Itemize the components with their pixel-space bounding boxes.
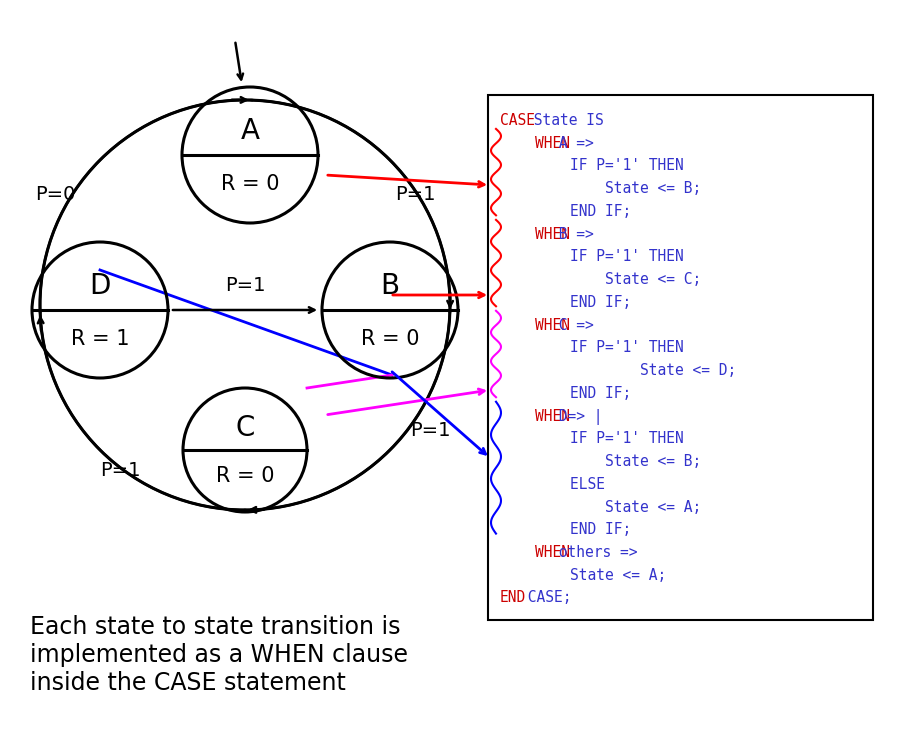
Text: CASE: CASE: [500, 113, 535, 128]
Text: State <= B;: State <= B;: [500, 454, 701, 469]
Text: IF P='1' THEN: IF P='1' THEN: [500, 158, 684, 174]
Text: State <= A;: State <= A;: [500, 500, 701, 514]
Text: P=1: P=1: [395, 185, 436, 205]
Text: C: C: [235, 415, 255, 443]
Text: IF P='1' THEN: IF P='1' THEN: [500, 341, 684, 355]
Text: R = 0: R = 0: [361, 329, 419, 349]
Text: others =>: others =>: [551, 545, 638, 560]
Text: END IF;: END IF;: [500, 204, 631, 219]
Text: WHEN: WHEN: [500, 136, 570, 151]
Text: State <= D;: State <= D;: [500, 363, 736, 378]
Text: WHEN: WHEN: [500, 545, 570, 560]
Text: State <= C;: State <= C;: [500, 272, 701, 287]
Text: B =>: B =>: [551, 227, 594, 242]
Text: IF P='1' THEN: IF P='1' THEN: [500, 250, 684, 265]
Text: END: END: [500, 590, 526, 605]
Text: R = 0: R = 0: [220, 174, 279, 194]
Text: A =>: A =>: [551, 136, 594, 151]
Text: State IS: State IS: [526, 113, 604, 128]
Text: D: D: [89, 272, 111, 300]
Text: D=> |: D=> |: [551, 409, 603, 425]
Text: P=0: P=0: [35, 185, 76, 205]
Text: Each state to state transition is
implemented as a WHEN clause
inside the CASE s: Each state to state transition is implem…: [30, 615, 408, 695]
Text: WHEN: WHEN: [500, 318, 570, 333]
Text: P=1: P=1: [410, 420, 450, 440]
Text: State <= B;: State <= B;: [500, 181, 701, 197]
Text: P=1: P=1: [225, 276, 266, 295]
Text: END IF;: END IF;: [500, 522, 631, 537]
Text: R = 1: R = 1: [71, 329, 130, 349]
Text: END IF;: END IF;: [500, 295, 631, 310]
Text: END IF;: END IF;: [500, 386, 631, 401]
Text: C =>: C =>: [551, 318, 594, 333]
Bar: [488, 95, 873, 620]
Text: B: B: [381, 272, 400, 300]
Text: CASE;: CASE;: [519, 590, 572, 605]
Text: A: A: [240, 118, 259, 145]
Text: State <= A;: State <= A;: [500, 568, 666, 583]
Text: IF P='1' THEN: IF P='1' THEN: [500, 432, 684, 446]
Text: ELSE: ELSE: [500, 477, 605, 491]
Text: WHEN: WHEN: [500, 409, 570, 423]
Text: WHEN: WHEN: [500, 227, 570, 242]
Text: R = 0: R = 0: [216, 466, 274, 486]
Text: P=1: P=1: [100, 460, 140, 480]
